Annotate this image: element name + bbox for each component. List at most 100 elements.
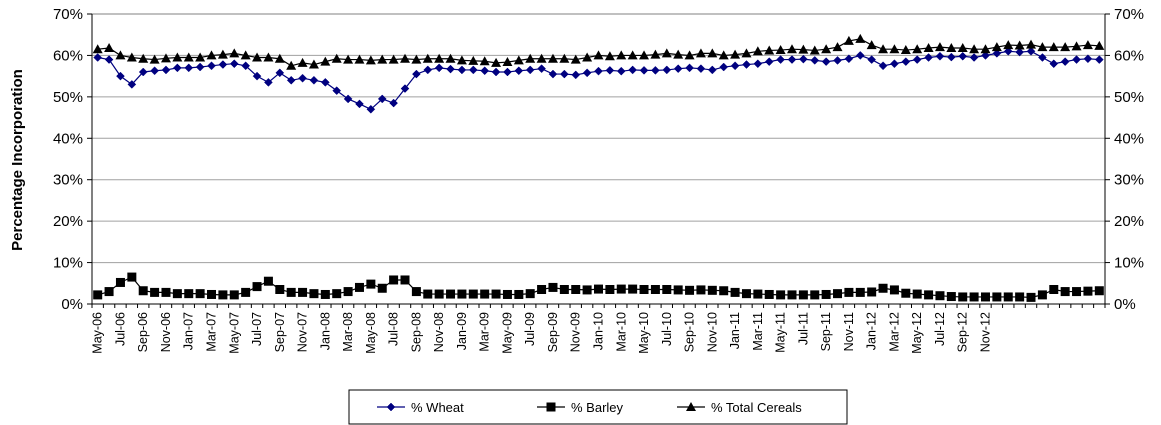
legend-box bbox=[348, 389, 848, 425]
data-point bbox=[1060, 57, 1070, 66]
x-tick-label: Jan-08 bbox=[318, 312, 332, 350]
data-point bbox=[843, 35, 854, 45]
data-point bbox=[150, 287, 160, 297]
legend-marker bbox=[686, 402, 696, 411]
data-point bbox=[662, 285, 672, 294]
data-point bbox=[650, 49, 661, 59]
data-point bbox=[560, 69, 569, 79]
y-tick-label: 30% bbox=[53, 172, 83, 189]
data-point bbox=[752, 46, 763, 56]
data-point bbox=[536, 53, 547, 63]
data-point bbox=[673, 49, 684, 59]
data-point bbox=[388, 54, 399, 64]
data-point bbox=[446, 64, 455, 74]
data-point bbox=[798, 290, 808, 300]
x-tick-label: Jul-12 bbox=[933, 312, 947, 346]
data-point bbox=[912, 44, 923, 54]
data-point bbox=[753, 59, 763, 69]
data-point bbox=[776, 55, 785, 64]
data-point bbox=[104, 287, 114, 297]
y-axis-title: Percentage Incorporation bbox=[9, 69, 26, 251]
data-point bbox=[707, 65, 717, 75]
data-point bbox=[389, 275, 399, 285]
x-tick-label: Nov-09 bbox=[569, 312, 583, 352]
data-point bbox=[616, 66, 626, 76]
data-point bbox=[969, 44, 980, 54]
data-point bbox=[570, 54, 581, 64]
x-tick-label: Jul-10 bbox=[660, 312, 674, 346]
data-point bbox=[537, 64, 546, 74]
data-point bbox=[1060, 42, 1071, 52]
data-point bbox=[172, 52, 183, 62]
data-point bbox=[730, 287, 740, 297]
data-point bbox=[1060, 287, 1070, 297]
data-point bbox=[377, 54, 388, 64]
data-point bbox=[741, 48, 752, 58]
data-point bbox=[377, 94, 387, 104]
data-point bbox=[821, 57, 831, 66]
data-point bbox=[1072, 287, 1082, 297]
data-point bbox=[161, 287, 171, 297]
data-point bbox=[821, 44, 832, 54]
data-point bbox=[332, 86, 342, 95]
x-tick-label: Nov-10 bbox=[705, 312, 719, 352]
data-point bbox=[764, 57, 774, 66]
data-point bbox=[616, 284, 626, 294]
data-point bbox=[207, 289, 217, 299]
data-point bbox=[946, 42, 957, 52]
data-point bbox=[525, 289, 535, 299]
data-point bbox=[594, 66, 603, 76]
data-point bbox=[992, 49, 1002, 58]
data-point bbox=[1038, 53, 1047, 62]
data-point bbox=[1015, 292, 1025, 302]
x-tick-label: Jul-08 bbox=[387, 312, 401, 346]
data-point bbox=[93, 290, 103, 300]
data-point bbox=[434, 289, 444, 299]
data-point bbox=[354, 282, 364, 292]
data-point bbox=[126, 52, 137, 62]
data-point bbox=[628, 65, 637, 75]
data-point bbox=[503, 67, 512, 77]
data-point bbox=[957, 42, 968, 52]
data-point bbox=[981, 51, 990, 60]
x-tick-label: May-08 bbox=[364, 312, 378, 354]
x-tick-label: Nov-08 bbox=[432, 312, 446, 352]
data-point bbox=[93, 53, 103, 62]
legend-label: % Total Cereals bbox=[711, 400, 802, 415]
data-point bbox=[456, 55, 467, 65]
data-point bbox=[468, 289, 478, 299]
data-point bbox=[742, 60, 751, 69]
y-tick-label-right: 30% bbox=[1114, 172, 1144, 189]
data-point bbox=[1003, 40, 1014, 50]
data-point bbox=[308, 59, 319, 69]
data-point bbox=[718, 50, 729, 60]
data-point bbox=[275, 68, 285, 78]
data-point bbox=[912, 55, 922, 64]
data-point bbox=[867, 55, 877, 64]
y-tick-label-right: 20% bbox=[1114, 213, 1144, 230]
data-point bbox=[173, 63, 182, 73]
data-point bbox=[377, 283, 387, 293]
y-tick-label: 60% bbox=[53, 47, 83, 64]
data-point bbox=[1094, 286, 1104, 296]
data-point bbox=[582, 52, 593, 62]
data-point bbox=[832, 42, 843, 52]
data-point bbox=[343, 94, 353, 104]
data-point bbox=[787, 290, 797, 300]
data-point bbox=[160, 53, 171, 63]
x-tick-label: Jan-07 bbox=[182, 312, 196, 350]
data-point bbox=[639, 50, 650, 60]
data-point bbox=[650, 285, 660, 294]
y-tick-label-right: 0% bbox=[1114, 296, 1136, 313]
x-tick-label: Jan-11 bbox=[728, 312, 742, 349]
data-point bbox=[685, 63, 694, 73]
data-point bbox=[138, 67, 148, 77]
data-point bbox=[559, 285, 569, 294]
data-point bbox=[799, 54, 808, 64]
data-point bbox=[491, 67, 501, 77]
x-tick-label: May-10 bbox=[637, 312, 651, 354]
data-point bbox=[366, 104, 376, 114]
y-axis-left: 0% 10% 20% 30% 40% 50% 60% 70% bbox=[53, 6, 93, 313]
legend-label: % Barley bbox=[571, 400, 624, 415]
data-point bbox=[513, 55, 524, 65]
